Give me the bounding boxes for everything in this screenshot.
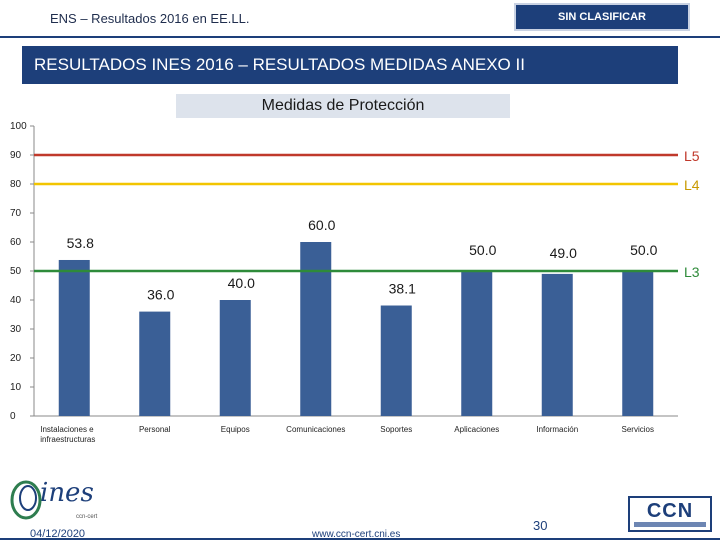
ines-logo-sub: ccn-cert (76, 514, 98, 520)
y-tick-label: 20 (10, 353, 22, 364)
ccn-logo: CCN (628, 496, 712, 532)
ines-logo: ines ccn-cert (6, 470, 116, 526)
y-tick-label: 30 (10, 324, 22, 335)
ccn-logo-tagline (634, 522, 706, 527)
y-tick-label: 100 (10, 121, 27, 132)
data-label: 36.0 (147, 287, 174, 303)
bar (58, 259, 90, 416)
header-title: ENS – Resultados 2016 en EE.LL. (50, 11, 250, 26)
data-label: 38.1 (389, 281, 416, 297)
footer-url[interactable]: www.ccn-cert.cni.es (312, 529, 401, 540)
y-tick-label: 60 (10, 237, 22, 248)
bar (300, 242, 332, 416)
banner-title: RESULTADOS INES 2016 – RESULTADOS MEDIDA… (22, 46, 678, 84)
y-tick-label: 0 (10, 411, 16, 422)
y-tick-label: 50 (10, 266, 22, 277)
y-tick-label: 10 (10, 382, 22, 393)
footer-divider (0, 538, 720, 540)
bar-chart: 0 10 20 30 40 50 60 70 80 90 100 L5 L4 L3 53.8 36.0 40.0… (10, 121, 700, 444)
bar (541, 273, 573, 416)
category-label: Comunicaciones (286, 425, 345, 434)
category-label: Equipos (221, 425, 250, 434)
category-label: Aplicaciones (454, 425, 499, 434)
y-tick-label: 70 (10, 208, 22, 219)
bar (622, 271, 654, 416)
category-label: Servicios (622, 425, 654, 434)
header-divider (0, 36, 720, 38)
data-label: 60.0 (308, 217, 335, 233)
category-label: Información (536, 425, 578, 434)
data-label: 49.0 (550, 245, 577, 261)
bar (219, 300, 251, 416)
data-label: 50.0 (630, 242, 657, 258)
bar (380, 305, 412, 416)
category-label: Instalaciones e (40, 425, 94, 434)
chart-subtitle: Medidas de Protección (176, 94, 510, 118)
reference-line-label: L3 (684, 264, 700, 280)
ines-logo-text: ines (40, 478, 94, 508)
category-label: infraestructuras (40, 435, 95, 444)
category-label: Soportes (380, 425, 412, 434)
y-tick-label: 90 (10, 150, 22, 161)
y-tick-label: 40 (10, 295, 22, 306)
page-number: 30 (533, 518, 548, 533)
classification-badge: SIN CLASIFICAR (514, 3, 690, 31)
reference-line-label: L4 (684, 177, 700, 193)
ccn-logo-text: CCN (646, 500, 694, 522)
data-label: 40.0 (228, 275, 255, 291)
bar (461, 271, 493, 416)
footer-date: 04/12/2020 (30, 528, 86, 540)
bar (139, 311, 171, 416)
category-label: Personal (139, 425, 171, 434)
reference-line-label: L5 (684, 148, 700, 164)
data-label: 53.8 (67, 235, 94, 251)
ines-logo-swirl-icon (10, 480, 42, 520)
data-label: 50.0 (469, 242, 496, 258)
y-tick-label: 80 (10, 179, 22, 190)
